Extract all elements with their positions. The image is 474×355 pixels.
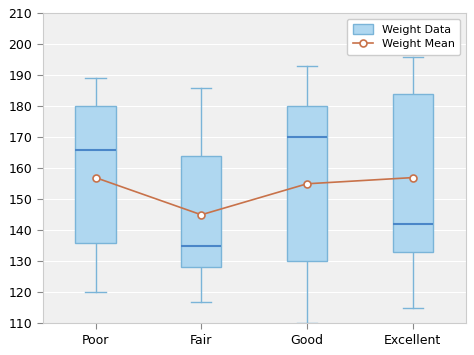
Bar xyxy=(287,106,327,261)
Bar xyxy=(181,156,221,267)
Bar xyxy=(392,94,433,252)
Legend: Weight Data, Weight Mean: Weight Data, Weight Mean xyxy=(347,19,460,55)
Bar xyxy=(75,106,116,243)
